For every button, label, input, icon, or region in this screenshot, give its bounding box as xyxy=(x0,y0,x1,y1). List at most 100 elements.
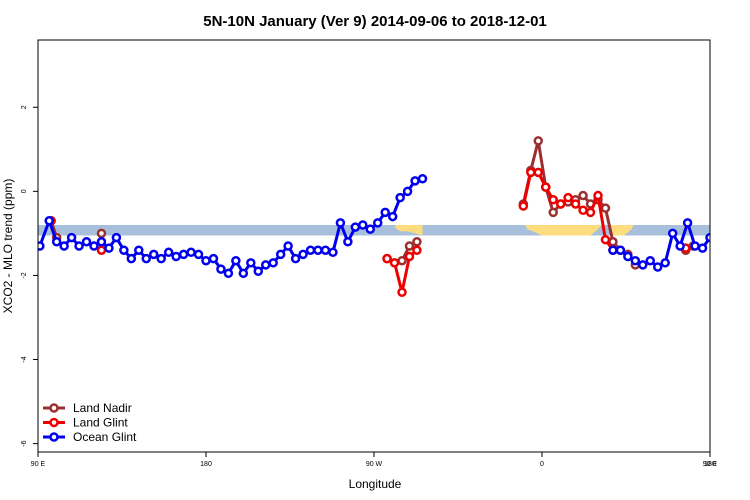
data-point xyxy=(402,186,413,197)
data-point xyxy=(744,247,750,254)
data-point xyxy=(358,220,368,230)
data-point xyxy=(148,249,159,260)
data-point xyxy=(126,253,137,264)
data-point xyxy=(578,205,588,216)
data-point xyxy=(96,237,107,247)
land-americas xyxy=(394,224,423,236)
data-point xyxy=(380,207,390,218)
data-point xyxy=(268,258,278,268)
data-point xyxy=(59,241,69,251)
series-line xyxy=(521,170,615,252)
data-point xyxy=(111,232,122,243)
y-tick-label: -4 xyxy=(21,356,28,362)
data-point xyxy=(201,255,211,266)
data-point xyxy=(74,241,84,251)
data-point xyxy=(652,262,663,272)
data-point xyxy=(246,258,256,268)
data-point xyxy=(163,247,174,258)
data-point xyxy=(397,255,407,266)
data-point xyxy=(723,217,730,224)
data-point xyxy=(667,228,678,239)
data-point xyxy=(533,136,544,146)
data-point xyxy=(397,287,407,297)
y-axis-ticks: -6 -4 -2 0 2 xyxy=(21,105,38,447)
legend-label: Ocean Glint xyxy=(73,430,137,444)
data-point xyxy=(578,190,588,201)
data-point xyxy=(675,241,685,251)
data-point xyxy=(335,218,346,228)
legend-label: Land Glint xyxy=(73,416,128,430)
data-point xyxy=(608,245,618,255)
data-point xyxy=(410,176,420,186)
data-point xyxy=(290,253,301,264)
data-point xyxy=(660,258,670,268)
data-point xyxy=(178,249,189,260)
data-point xyxy=(216,264,226,274)
data-point xyxy=(638,260,648,270)
data-point xyxy=(283,241,293,251)
series-line xyxy=(727,221,734,238)
data-point xyxy=(593,190,603,201)
data-point xyxy=(731,234,738,241)
data-point xyxy=(526,167,536,178)
data-point xyxy=(156,253,166,264)
legend-marker xyxy=(49,417,59,428)
data-point xyxy=(365,224,376,234)
data-point xyxy=(238,268,249,279)
data-point xyxy=(350,222,361,232)
data-point xyxy=(223,268,234,279)
legend-marker xyxy=(49,432,59,442)
data-point xyxy=(697,243,708,253)
data-point xyxy=(585,207,596,218)
data-point xyxy=(570,199,581,209)
data-point xyxy=(630,255,641,266)
data-point xyxy=(548,207,558,218)
data-point xyxy=(305,245,316,255)
data-point xyxy=(51,237,62,247)
y-tick-label: -6 xyxy=(21,440,28,446)
data-point xyxy=(44,216,54,226)
data-point xyxy=(387,211,398,222)
data-point xyxy=(89,241,99,251)
data-point xyxy=(231,255,241,266)
data-point xyxy=(96,228,107,239)
data-point xyxy=(404,251,415,262)
land-east-africa xyxy=(607,224,634,236)
data-point xyxy=(623,251,633,262)
data-point xyxy=(412,245,422,255)
data-point xyxy=(171,251,181,262)
data-point xyxy=(563,192,573,203)
data-point xyxy=(645,255,656,266)
plot-area xyxy=(37,39,750,453)
data-point xyxy=(208,253,219,264)
data-point xyxy=(186,247,196,258)
x-tick-label: 90 E xyxy=(31,461,46,468)
data-point xyxy=(555,199,566,209)
data-point xyxy=(714,243,721,250)
data-point xyxy=(723,217,730,224)
data-point xyxy=(382,253,392,264)
data-point xyxy=(705,232,710,243)
legend-item: Land Nadir xyxy=(43,401,132,415)
data-point xyxy=(540,182,551,192)
y-tick-label: -2 xyxy=(21,272,28,278)
legend-item: Land Glint xyxy=(43,416,128,430)
data-point xyxy=(690,241,700,251)
x-axis-label: Longitude xyxy=(349,477,402,491)
data-point xyxy=(81,237,92,247)
data-point xyxy=(404,241,415,251)
data-point xyxy=(417,173,428,184)
data-point xyxy=(729,245,736,252)
data-point xyxy=(328,247,338,258)
data-point xyxy=(104,243,114,253)
land-africa xyxy=(525,224,602,236)
data-point xyxy=(533,167,544,178)
data-point xyxy=(38,241,45,251)
y-tick-label: 0 xyxy=(21,189,28,193)
data-point xyxy=(260,260,271,270)
data-point xyxy=(600,234,611,245)
x-tick-label: 0 xyxy=(540,461,544,468)
data-point xyxy=(395,192,405,203)
